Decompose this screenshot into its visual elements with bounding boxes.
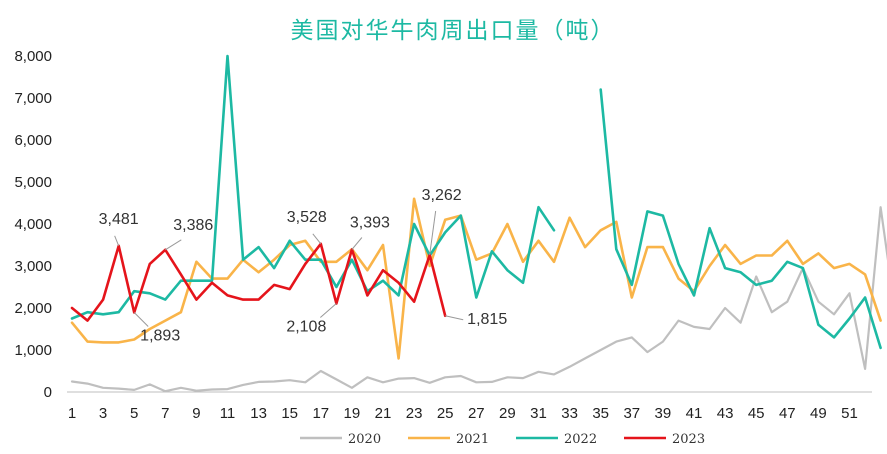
- annotation-label: 3,393: [350, 214, 390, 231]
- legend-label-2021: 2021: [456, 432, 489, 447]
- x-tick-label: 11: [220, 405, 236, 422]
- x-tick-label: 1: [68, 405, 76, 422]
- y-tick-label: 0: [44, 384, 52, 401]
- annotation-leader: [320, 303, 337, 318]
- x-tick-label: 47: [779, 405, 796, 422]
- legend: 2020 2021 2022 2023: [300, 432, 705, 447]
- series-2020: [70, 206, 887, 393]
- legend-label-2022: 2022: [564, 432, 597, 447]
- annotation-leader: [312, 233, 322, 245]
- axes: 0 1,000 2,000 3,000 4,000 5,000 6,000 7,000 8,00…: [14, 48, 872, 422]
- y-tick-label: 8,000: [14, 48, 52, 65]
- series-line-2022: [70, 54, 556, 320]
- series-2021: [70, 197, 882, 360]
- y-tick-label: 3,000: [14, 258, 52, 275]
- x-tick-label: 17: [312, 405, 329, 422]
- x-tick-label: 35: [592, 405, 609, 422]
- x-tick-label: 7: [161, 405, 169, 422]
- x-tick-label: 45: [748, 405, 765, 422]
- annotation-label: 1,815: [467, 311, 507, 328]
- x-tick-label: 5: [130, 405, 138, 422]
- x-tick-label: 23: [406, 405, 423, 422]
- annotation-label: 3,528: [287, 209, 327, 226]
- series-line-2021: [70, 197, 882, 360]
- annotation-label: 1,893: [140, 327, 180, 344]
- x-tick-label: 19: [344, 405, 361, 422]
- x-tick-label: 25: [437, 405, 454, 422]
- legend-label-2020: 2020: [348, 432, 381, 447]
- x-tick-label: 9: [192, 405, 200, 422]
- x-tick-label: 3: [99, 405, 107, 422]
- x-tick-label: 29: [499, 405, 516, 422]
- annotation-label: 3,481: [99, 211, 139, 228]
- chart-title: 美国对华牛肉周出口量（吨）: [291, 18, 616, 44]
- annotation-leader: [165, 239, 182, 251]
- x-tick-label: 21: [375, 405, 392, 422]
- x-tick-label: 33: [561, 405, 578, 422]
- annotation-label: 3,386: [173, 217, 213, 234]
- y-tick-label: 2,000: [14, 300, 52, 317]
- x-tick-label: 31: [530, 405, 547, 422]
- x-tick-label: 15: [281, 405, 298, 422]
- y-tick-label: 4,000: [14, 216, 52, 233]
- annotation-label: 3,262: [422, 187, 462, 204]
- annotation-leader: [351, 237, 363, 250]
- annotation-layer: 3,481 3,386 1,893 3,528 3,393 2,108 3,262 1,815: [99, 187, 508, 344]
- annotation-leader: [114, 235, 120, 246]
- annotation-leader: [445, 315, 464, 321]
- annotation-leader: [429, 210, 437, 256]
- annotation-label: 2,108: [286, 318, 326, 335]
- x-tick-label: 43: [717, 405, 734, 422]
- y-tick-label: 6,000: [14, 132, 52, 149]
- y-tick-label: 5,000: [14, 174, 52, 191]
- x-tick-label: 41: [686, 405, 703, 422]
- series-line-2022: [599, 88, 882, 350]
- x-tick-label: 37: [623, 405, 640, 422]
- annotation-leader: [133, 312, 149, 327]
- x-tick-label: 13: [250, 405, 267, 422]
- y-tick-label: 1,000: [14, 342, 52, 359]
- y-tick-label: 7,000: [14, 90, 52, 107]
- x-tick-label: 39: [655, 405, 672, 422]
- x-tick-label: 51: [841, 405, 858, 422]
- x-tick-label: 49: [810, 405, 827, 422]
- x-tick-label: 27: [468, 405, 485, 422]
- series-2022: [70, 54, 882, 350]
- series-line-2020: [70, 206, 887, 393]
- legend-label-2023: 2023: [672, 432, 705, 447]
